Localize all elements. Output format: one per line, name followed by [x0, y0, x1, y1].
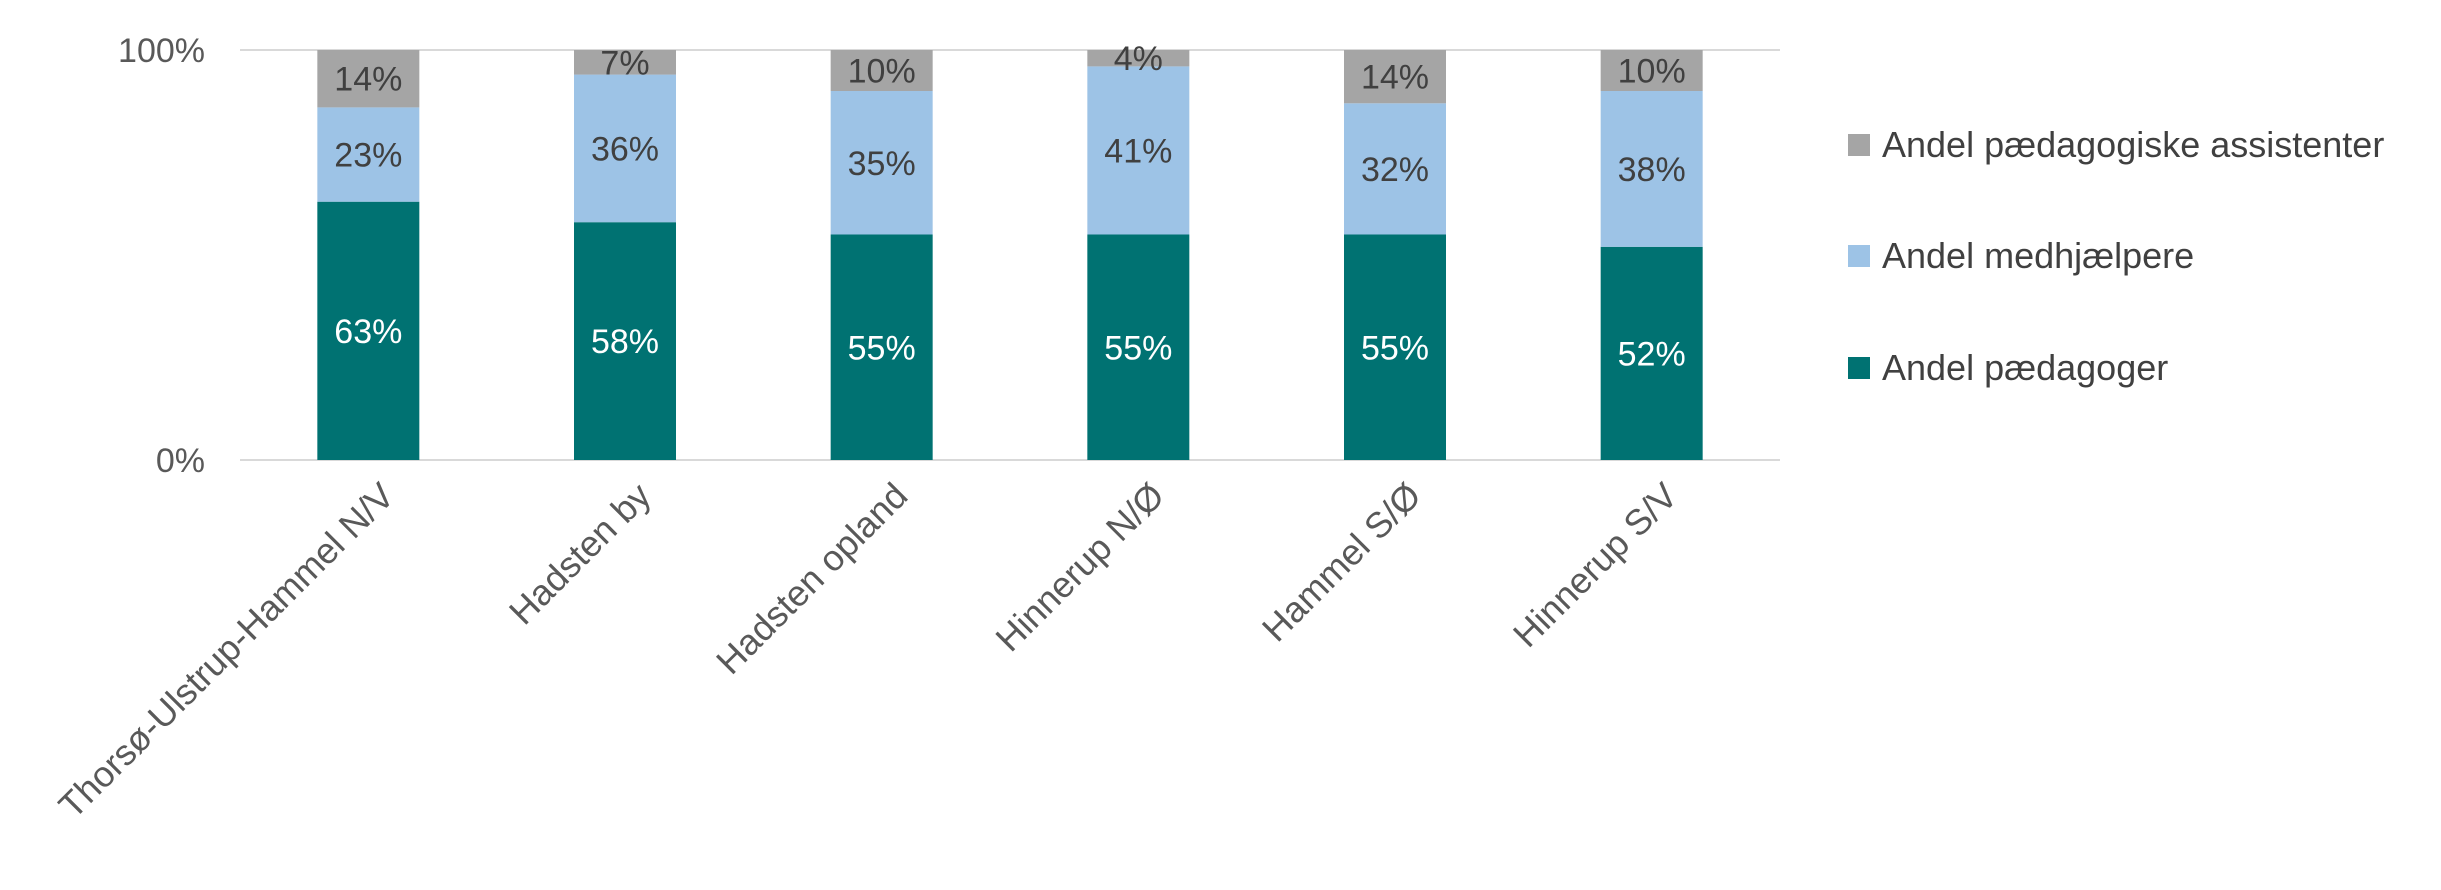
data-label-andel-pædagoger-5: 55%	[1361, 329, 1429, 367]
data-label-andel-medhjælpere-6: 38%	[1618, 151, 1686, 189]
category-label-4: Hinnerup N/Ø	[987, 475, 1172, 660]
bar-segment-andel-pædagoger-5	[1344, 234, 1446, 460]
data-label-andel-medhjælpere-3: 35%	[848, 145, 916, 183]
data-label-andel-pædagogiske-assistenter-3: 10%	[848, 53, 916, 91]
data-label-andel-medhjælpere-1: 23%	[334, 137, 402, 175]
bar-segment-andel-medhjælpere-6	[1600, 91, 1703, 247]
data-labels: 63% 23% 14% 58% 36% 7% 55% 35% 10% 55% 41% 4% 55% 32%…	[334, 40, 1685, 373]
category-label-6: Hinnerup S/V	[1505, 475, 1685, 655]
legend-label-andel-medhjælpere: Andel medhjælpere	[1882, 235, 2194, 276]
axes: 100% 0%	[118, 32, 1780, 480]
bar-segment-andel-pædagogiske-assistenter-2	[574, 50, 676, 75]
y-tick-label-top: 100%	[118, 32, 205, 70]
bar-segment-andel-medhjælpere-1	[317, 107, 420, 202]
bars	[317, 50, 1703, 460]
data-label-andel-pædagogiske-assistenter-5: 14%	[1361, 59, 1429, 97]
bar-segment-andel-pædagogiske-assistenter-3	[830, 50, 933, 91]
data-label-andel-medhjælpere-2: 36%	[591, 130, 659, 168]
data-label-andel-pædagoger-4: 55%	[1104, 329, 1172, 367]
data-label-andel-pædagogiske-assistenter-6: 10%	[1618, 53, 1686, 91]
data-label-andel-pædagoger-6: 52%	[1618, 335, 1686, 373]
bar-segment-andel-pædagoger-1	[317, 201, 420, 460]
category-label-2: Hadsten by	[501, 475, 659, 633]
legend-swatch-andel-medhjælpere	[1848, 245, 1870, 267]
bar-segment-andel-pædagogiske-assistenter-6	[1600, 50, 1703, 91]
legend: Andel pædagogiske assistenter Andel medhj…	[1848, 124, 2384, 388]
legend-swatch-andel-pædagoger	[1848, 357, 1870, 379]
data-label-andel-pædagoger-1: 63%	[334, 313, 402, 351]
data-label-andel-medhjælpere-4: 41%	[1104, 132, 1172, 170]
bar-segment-andel-pædagogiske-assistenter-5	[1344, 50, 1446, 104]
data-label-andel-pædagogiske-assistenter-2: 7%	[600, 44, 649, 82]
data-label-andel-pædagogiske-assistenter-4: 4%	[1114, 40, 1163, 78]
bar-segment-andel-medhjælpere-2	[574, 74, 676, 223]
bar-segment-andel-medhjælpere-3	[830, 91, 933, 235]
category-label-5: Hammel S/Ø	[1254, 475, 1429, 650]
category-labels: Thorsø-Ulstrup-Hammel N/V Hadsten by Hadst…	[51, 475, 1686, 826]
legend-swatch-andel-pædagogiske-assistenter	[1848, 134, 1870, 156]
bar-segment-andel-pædagogiske-assistenter-4	[1087, 50, 1190, 67]
bar-segment-andel-pædagoger-2	[574, 222, 676, 460]
bar-segment-andel-pædagoger-6	[1600, 246, 1703, 460]
legend-label-andel-pædagogiske-assistenter: Andel pædagogiske assistenter	[1882, 124, 2384, 165]
bar-segment-andel-pædagogiske-assistenter-1	[317, 50, 420, 108]
data-label-andel-medhjælpere-5: 32%	[1361, 151, 1429, 189]
category-label-3: Hadsten opland	[708, 475, 915, 682]
bar-segment-andel-medhjælpere-4	[1087, 66, 1190, 235]
bar-segment-andel-pædagoger-4	[1087, 234, 1190, 460]
data-label-andel-pædagogiske-assistenter-1: 14%	[334, 61, 402, 99]
category-label-1: Thorsø-Ulstrup-Hammel N/V	[51, 475, 402, 826]
bar-segment-andel-medhjælpere-5	[1344, 103, 1446, 235]
data-label-andel-pædagoger-2: 58%	[591, 323, 659, 361]
legend-label-andel-pædagoger: Andel pædagoger	[1882, 347, 2168, 388]
data-label-andel-pædagoger-3: 55%	[848, 329, 916, 367]
y-tick-label-bottom: 0%	[156, 442, 205, 480]
bar-segment-andel-pædagoger-3	[830, 234, 933, 460]
